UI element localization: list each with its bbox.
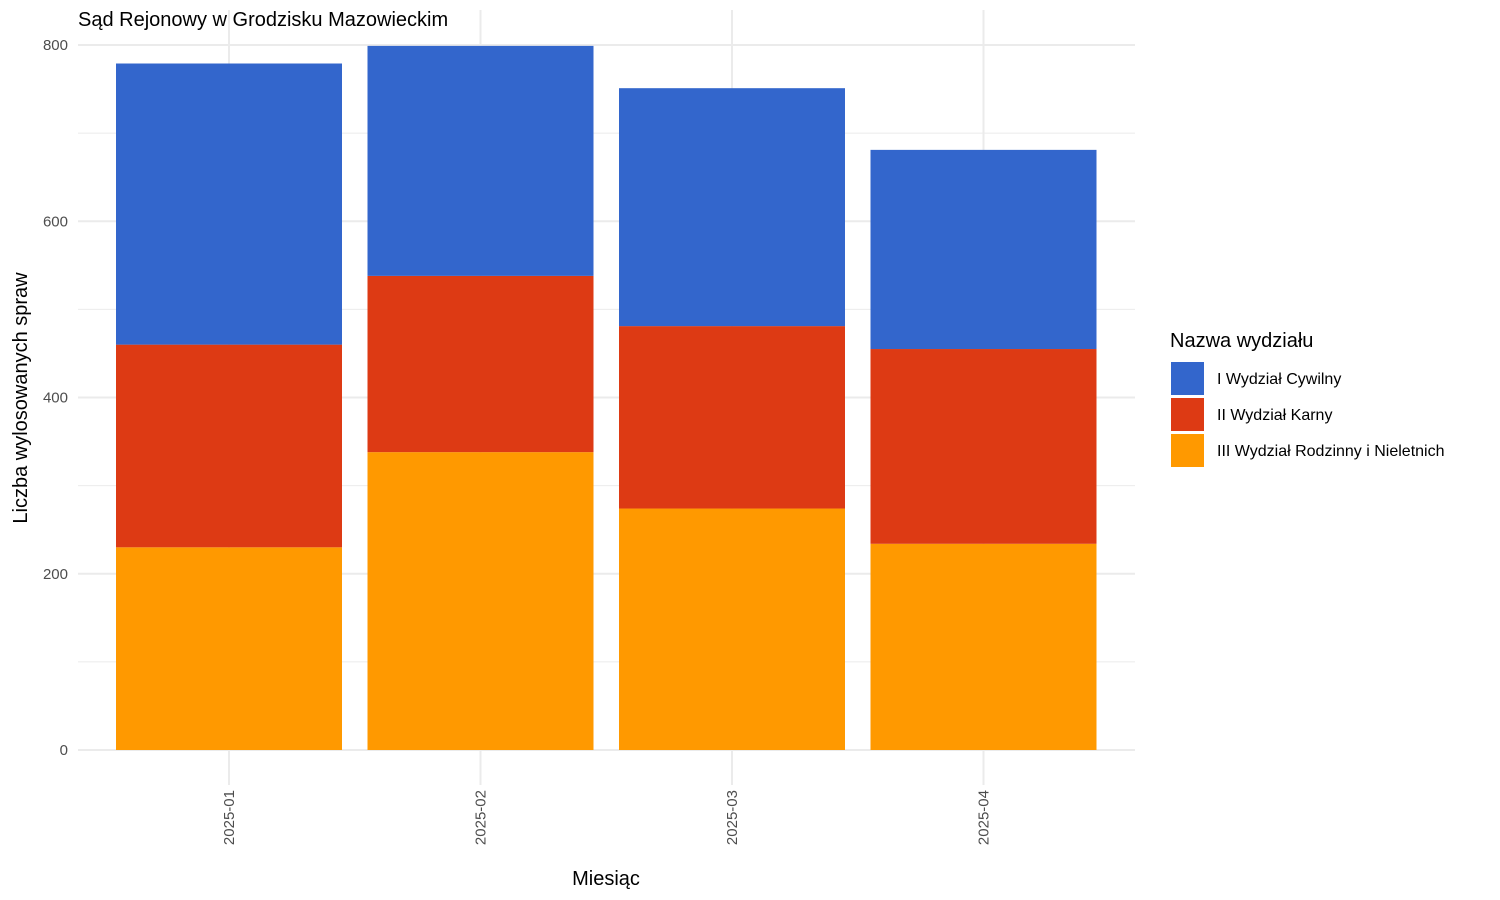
legend-swatch: [1171, 398, 1204, 431]
legend-swatch: [1171, 362, 1204, 395]
y-tick-label: 800: [43, 37, 68, 54]
bar-segment: [619, 88, 845, 327]
x-tick-label: 2025-01: [221, 790, 238, 845]
y-tick-label: 400: [43, 390, 68, 407]
chart-title: Sąd Rejonowy w Grodzisku Mazowieckim: [78, 9, 448, 31]
legend-label: III Wydział Rodzinny i Nieletnich: [1217, 443, 1445, 460]
bar-segment: [870, 543, 1097, 750]
bars: [116, 45, 1097, 750]
bar-segment: [116, 63, 342, 345]
x-tick-label: 2025-04: [976, 790, 993, 845]
x-axis-title: Miesiąc: [572, 868, 640, 890]
bar-segment: [367, 275, 594, 453]
y-axis-title: Liczba wylosowanych spraw: [10, 272, 32, 524]
bar-segment: [870, 149, 1097, 350]
bar-segment: [116, 344, 342, 548]
legend: Nazwa wydziału I Wydział Cywilny II Wydzi…: [1170, 330, 1445, 467]
legend-swatch: [1171, 434, 1204, 467]
legend-title: Nazwa wydziału: [1170, 330, 1313, 352]
bar-segment: [367, 45, 594, 276]
bar-segment: [619, 326, 845, 509]
bar-segment: [870, 349, 1097, 544]
bar-segment: [619, 508, 845, 750]
y-axis-ticks: 0 200 400 600 800: [43, 37, 68, 759]
y-tick-label: 0: [60, 742, 68, 759]
legend-label: I Wydział Cywilny: [1217, 371, 1341, 388]
x-tick-label: 2025-02: [473, 790, 490, 845]
legend-label: II Wydział Karny: [1217, 407, 1332, 424]
y-tick-label: 200: [43, 566, 68, 583]
x-axis-ticks: 2025-01 2025-02 2025-03 2025-04: [221, 790, 993, 845]
y-tick-label: 600: [43, 213, 68, 230]
bar-segment: [367, 452, 594, 750]
bar-segment: [116, 547, 342, 750]
x-tick-label: 2025-03: [724, 790, 741, 845]
